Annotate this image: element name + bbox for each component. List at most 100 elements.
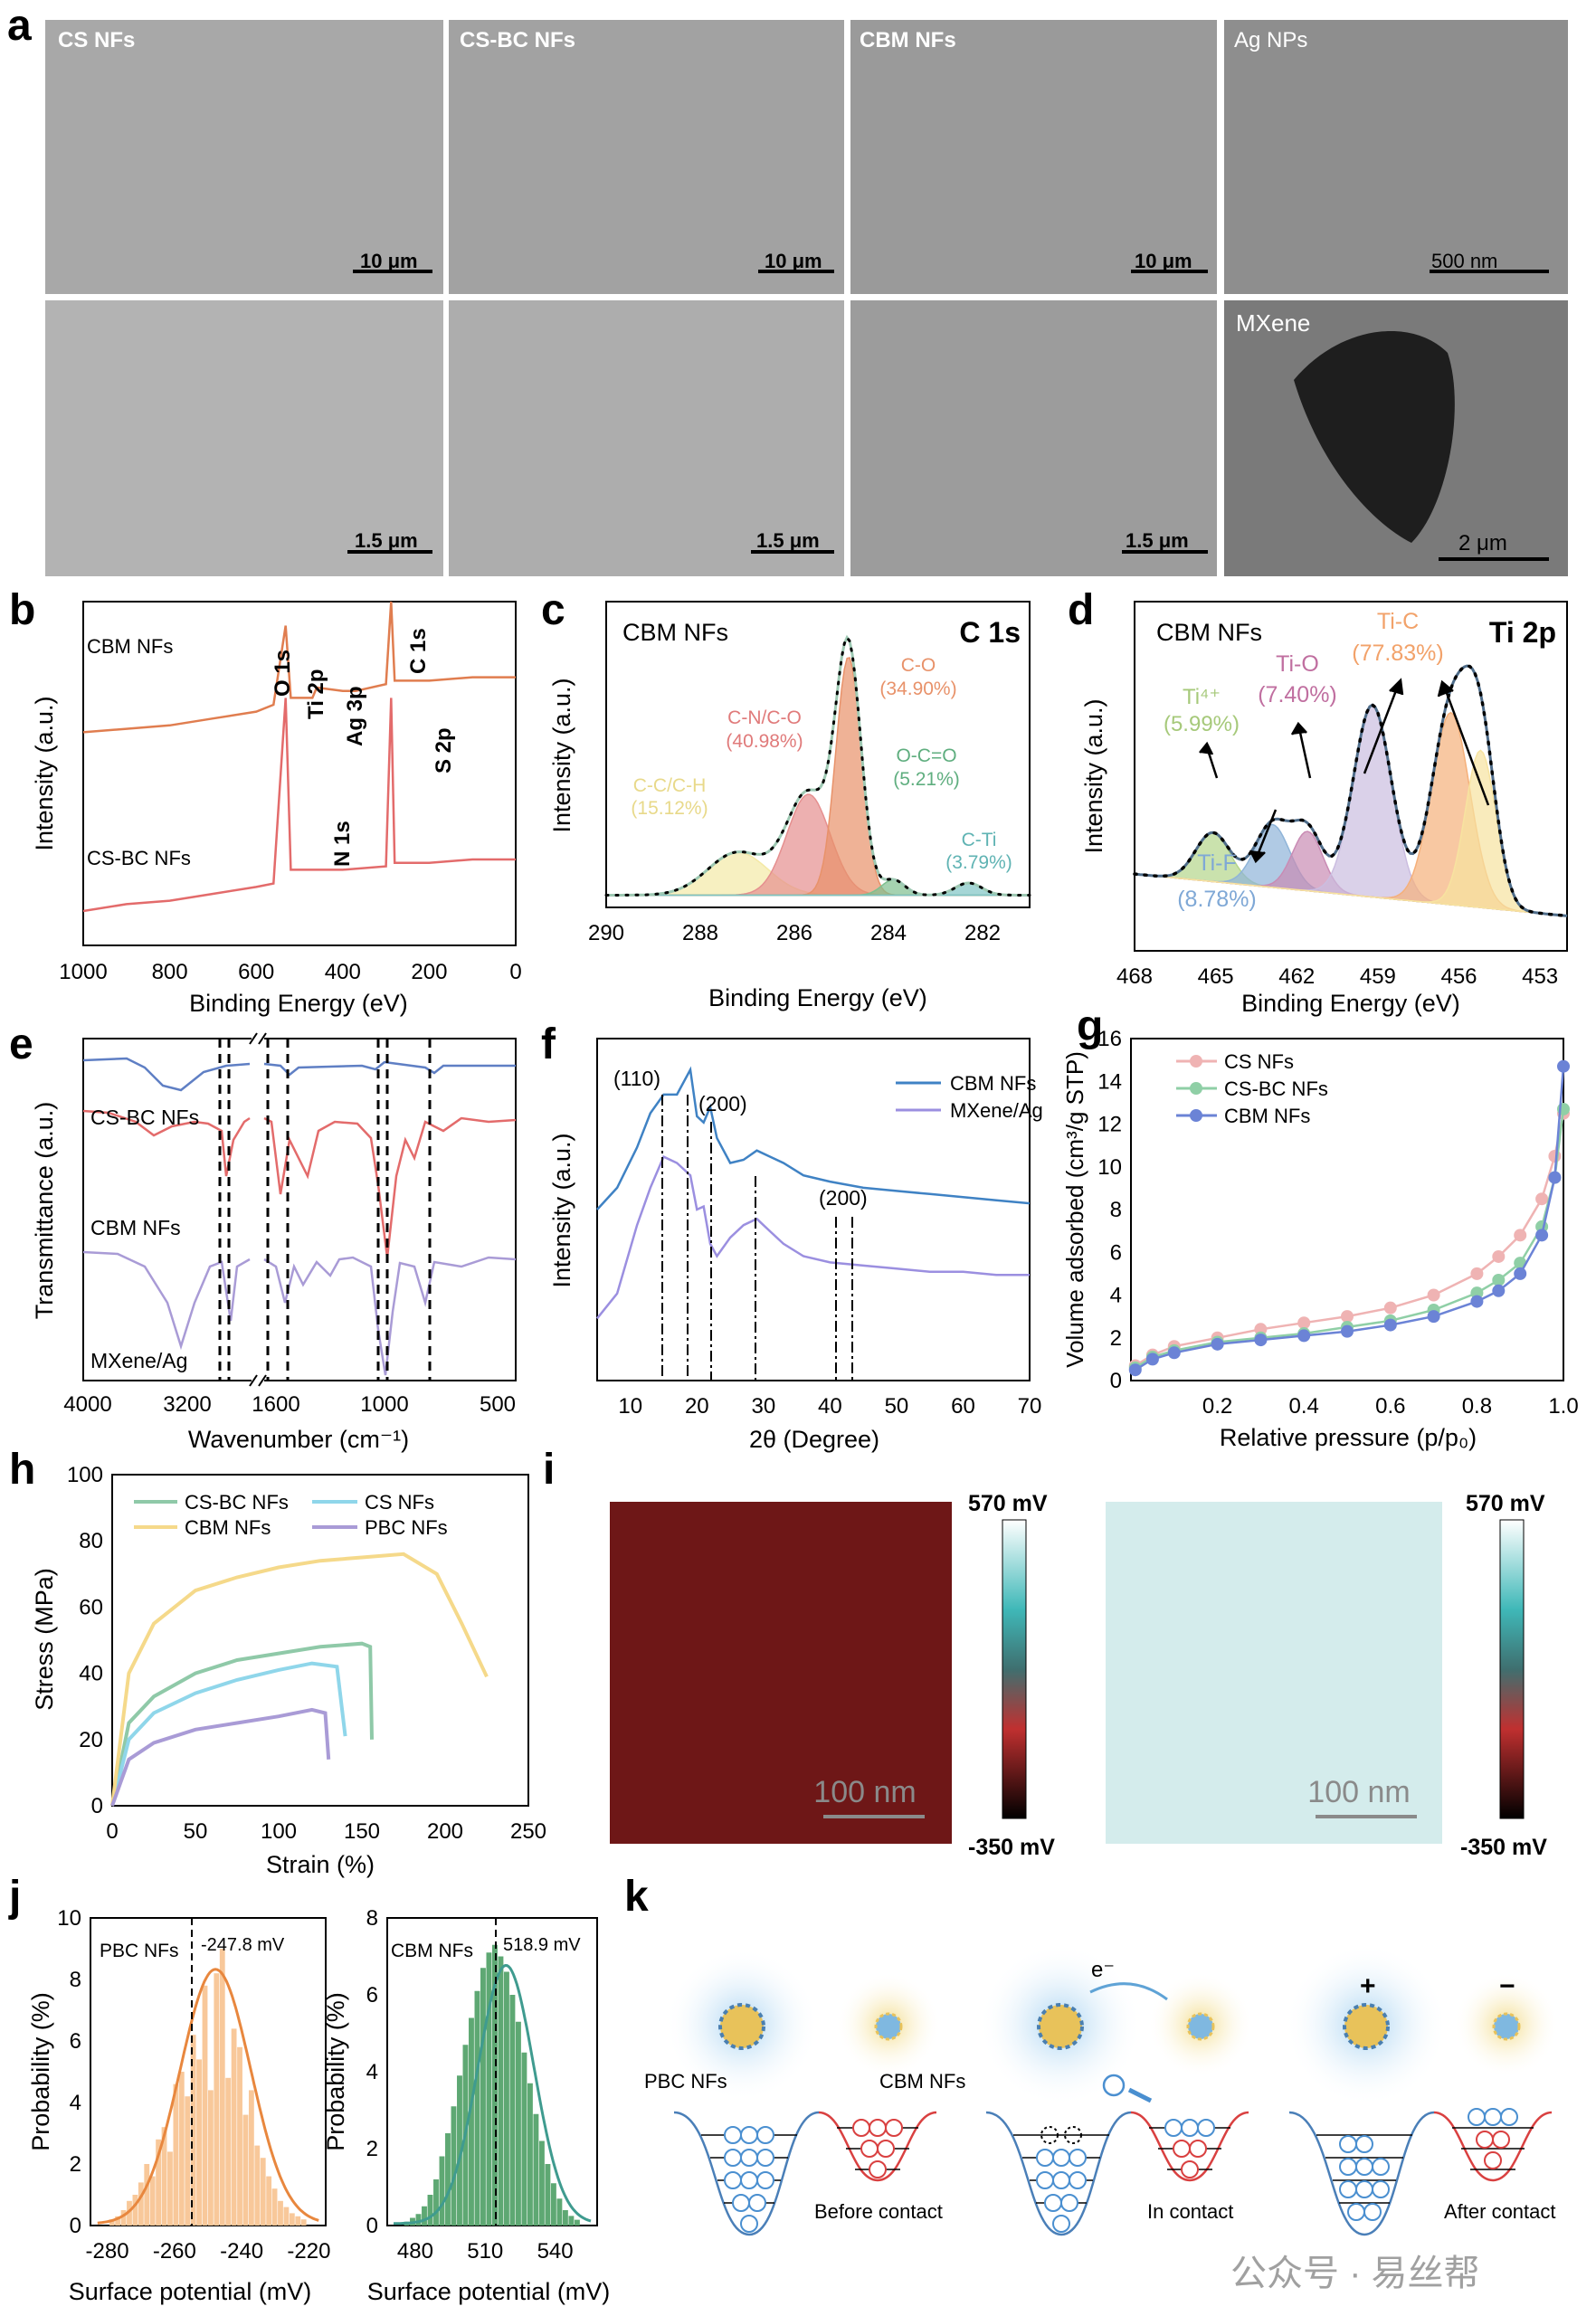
panel-d: d CBM NFs Ti 2p Ti⁴⁺ (5.99%) Ti-F (8.78%… — [1068, 586, 1569, 1017]
colorbar — [1002, 1519, 1027, 1819]
series-label: CS-BC NFs — [90, 1106, 199, 1129]
histogram-bar — [486, 1952, 492, 2226]
panel-a: a CS NFs 10 μm CS-BC NFs 10 μm CBM NFs 1… — [7, 2, 1568, 576]
tick-label: 12 — [1097, 1113, 1122, 1137]
legend-label: MXene/Ag — [950, 1099, 1043, 1122]
tick-label: 8 — [1110, 1198, 1122, 1222]
annotation: (200) — [698, 1092, 747, 1115]
histogram-bar — [568, 2216, 575, 2226]
data-point — [1383, 1318, 1397, 1332]
panel-g: g CS NFs CS-BC NFs CBM NFs 0.2 0.4 0.6 0.8 1… — [1061, 1002, 1579, 1451]
tick-labels: 480 510 540 0 2 4 6 8 — [366, 1906, 574, 2264]
panel-letter-d: d — [1068, 586, 1094, 634]
peak-share: (7.40%) — [1258, 682, 1337, 707]
colorbar-max: 570 mV — [968, 1491, 1048, 1516]
x-tick-labels: 1000 800 600 400 200 0 — [59, 960, 521, 984]
peak-label: C-O — [901, 655, 936, 676]
data-point — [1535, 1192, 1549, 1206]
tick-label: 288 — [682, 921, 718, 945]
plot-frame — [82, 601, 517, 946]
x-tick-labels: 10 20 30 40 50 60 70 — [618, 1394, 1041, 1419]
panel-c: c CBM NFs C 1s C-C/C-H (15.12%) C-N/C-O … — [541, 586, 1031, 1011]
stage-label: In contact — [1147, 2200, 1233, 2223]
histogram-bar — [208, 2090, 214, 2226]
tick-label: 200 — [427, 1819, 463, 1844]
x-axis-label: Surface potential (mV) — [69, 2278, 312, 2305]
tick-label: 2 — [366, 2137, 378, 2161]
histogram-bar — [457, 2075, 462, 2226]
raw-data-dots — [1133, 664, 1569, 918]
histogram-bar — [127, 2200, 132, 2226]
histogram-bar — [185, 2096, 191, 2226]
panel-letter-j: j — [8, 1873, 21, 1921]
histogram-bar — [439, 2156, 445, 2226]
legend-label: CBM NFs — [950, 1072, 1036, 1095]
plot-frame — [82, 1038, 517, 1381]
legend-label: CS-BC NFs — [185, 1491, 289, 1514]
data-point — [1254, 1334, 1268, 1347]
peak-label: Ti-C — [1377, 609, 1419, 634]
tick-label: 60 — [79, 1595, 103, 1619]
scale-bar-label: 1.5 μm — [355, 529, 418, 552]
tick-label: 290 — [588, 921, 624, 945]
tick-label: 600 — [238, 960, 274, 984]
peak-label: C-N/C-O — [727, 707, 802, 728]
plot-frame — [1130, 1038, 1564, 1381]
scale-bar-label: 500 nm — [1431, 250, 1497, 272]
tick-label: 282 — [964, 921, 1001, 945]
annotation: N 1s — [330, 821, 355, 867]
tick-label: 400 — [325, 960, 361, 984]
legend-label: CS-BC NFs — [1224, 1077, 1328, 1100]
x-tick-label: 3200 — [163, 1392, 211, 1417]
legend: CS-BC NFs CS NFs CBM NFs PBC NFs — [134, 1491, 448, 1539]
x-axis-label: Wavenumber (cm⁻¹) — [188, 1426, 409, 1453]
panel-letter-c: c — [541, 586, 565, 634]
histogram-bar — [248, 2090, 254, 2226]
histogram-bar — [527, 2083, 533, 2226]
tick-label: 0.6 — [1375, 1394, 1405, 1419]
data-point — [1548, 1171, 1562, 1184]
plot-frame — [605, 601, 1031, 908]
material-label: CBM NFs — [879, 2070, 965, 2093]
tick-label: 0.2 — [1202, 1394, 1232, 1419]
histogram-bar — [271, 2188, 278, 2226]
histogram-bar — [515, 2021, 521, 2226]
sem-label: CBM NFs — [860, 28, 956, 52]
tick-label: 1.0 — [1548, 1394, 1578, 1419]
x-tick-label: 500 — [480, 1392, 516, 1417]
mean-marker: -247.8 mV — [201, 1935, 285, 1955]
histogram-bar — [242, 2114, 249, 2226]
tick-label: 540 — [537, 2239, 574, 2264]
histogram-bar — [214, 1973, 220, 2226]
panel-letter-b: b — [9, 586, 35, 634]
tick-label: 462 — [1278, 964, 1315, 989]
series-line-mxene-ag — [82, 1250, 517, 1376]
tick-label: 100 — [261, 1819, 297, 1844]
sem-label: CS NFs — [58, 28, 135, 52]
tick-label: 4 — [70, 2091, 81, 2115]
data-point — [1211, 1337, 1224, 1351]
panel-f: f CBM NFs MXene/Ag (110) (200) (200) 10 2… — [541, 1020, 1043, 1453]
histogram-bar — [498, 1956, 504, 2226]
data-point — [1492, 1273, 1506, 1286]
histogram-bar — [149, 2176, 156, 2226]
histogram-bar — [480, 1968, 486, 2226]
tick-label: 0 — [509, 960, 521, 984]
x-axis-label: 2θ (Degree) — [749, 1426, 879, 1453]
series-line — [110, 1641, 374, 1807]
x-tick-label: 4000 — [63, 1392, 111, 1417]
histogram-bar — [422, 2206, 427, 2226]
tick-labels: -280 -260 -240 -220 0 2 4 6 8 10 — [57, 1906, 330, 2264]
tick-label: 459 — [1360, 964, 1396, 989]
watermark: 公众号 · 易丝帮 — [1230, 2254, 1480, 2293]
tick-label: -260 — [153, 2239, 196, 2264]
plot-frame — [111, 1474, 529, 1807]
plot-frame — [1134, 601, 1568, 952]
electron-circles — [724, 2108, 1518, 2233]
particle-icon — [718, 2003, 1521, 2050]
data-point — [1470, 1295, 1484, 1308]
colorbar-min: -350 mV — [1460, 1835, 1547, 1860]
legend-label: CS NFs — [365, 1491, 434, 1514]
data-point — [1167, 1346, 1181, 1360]
